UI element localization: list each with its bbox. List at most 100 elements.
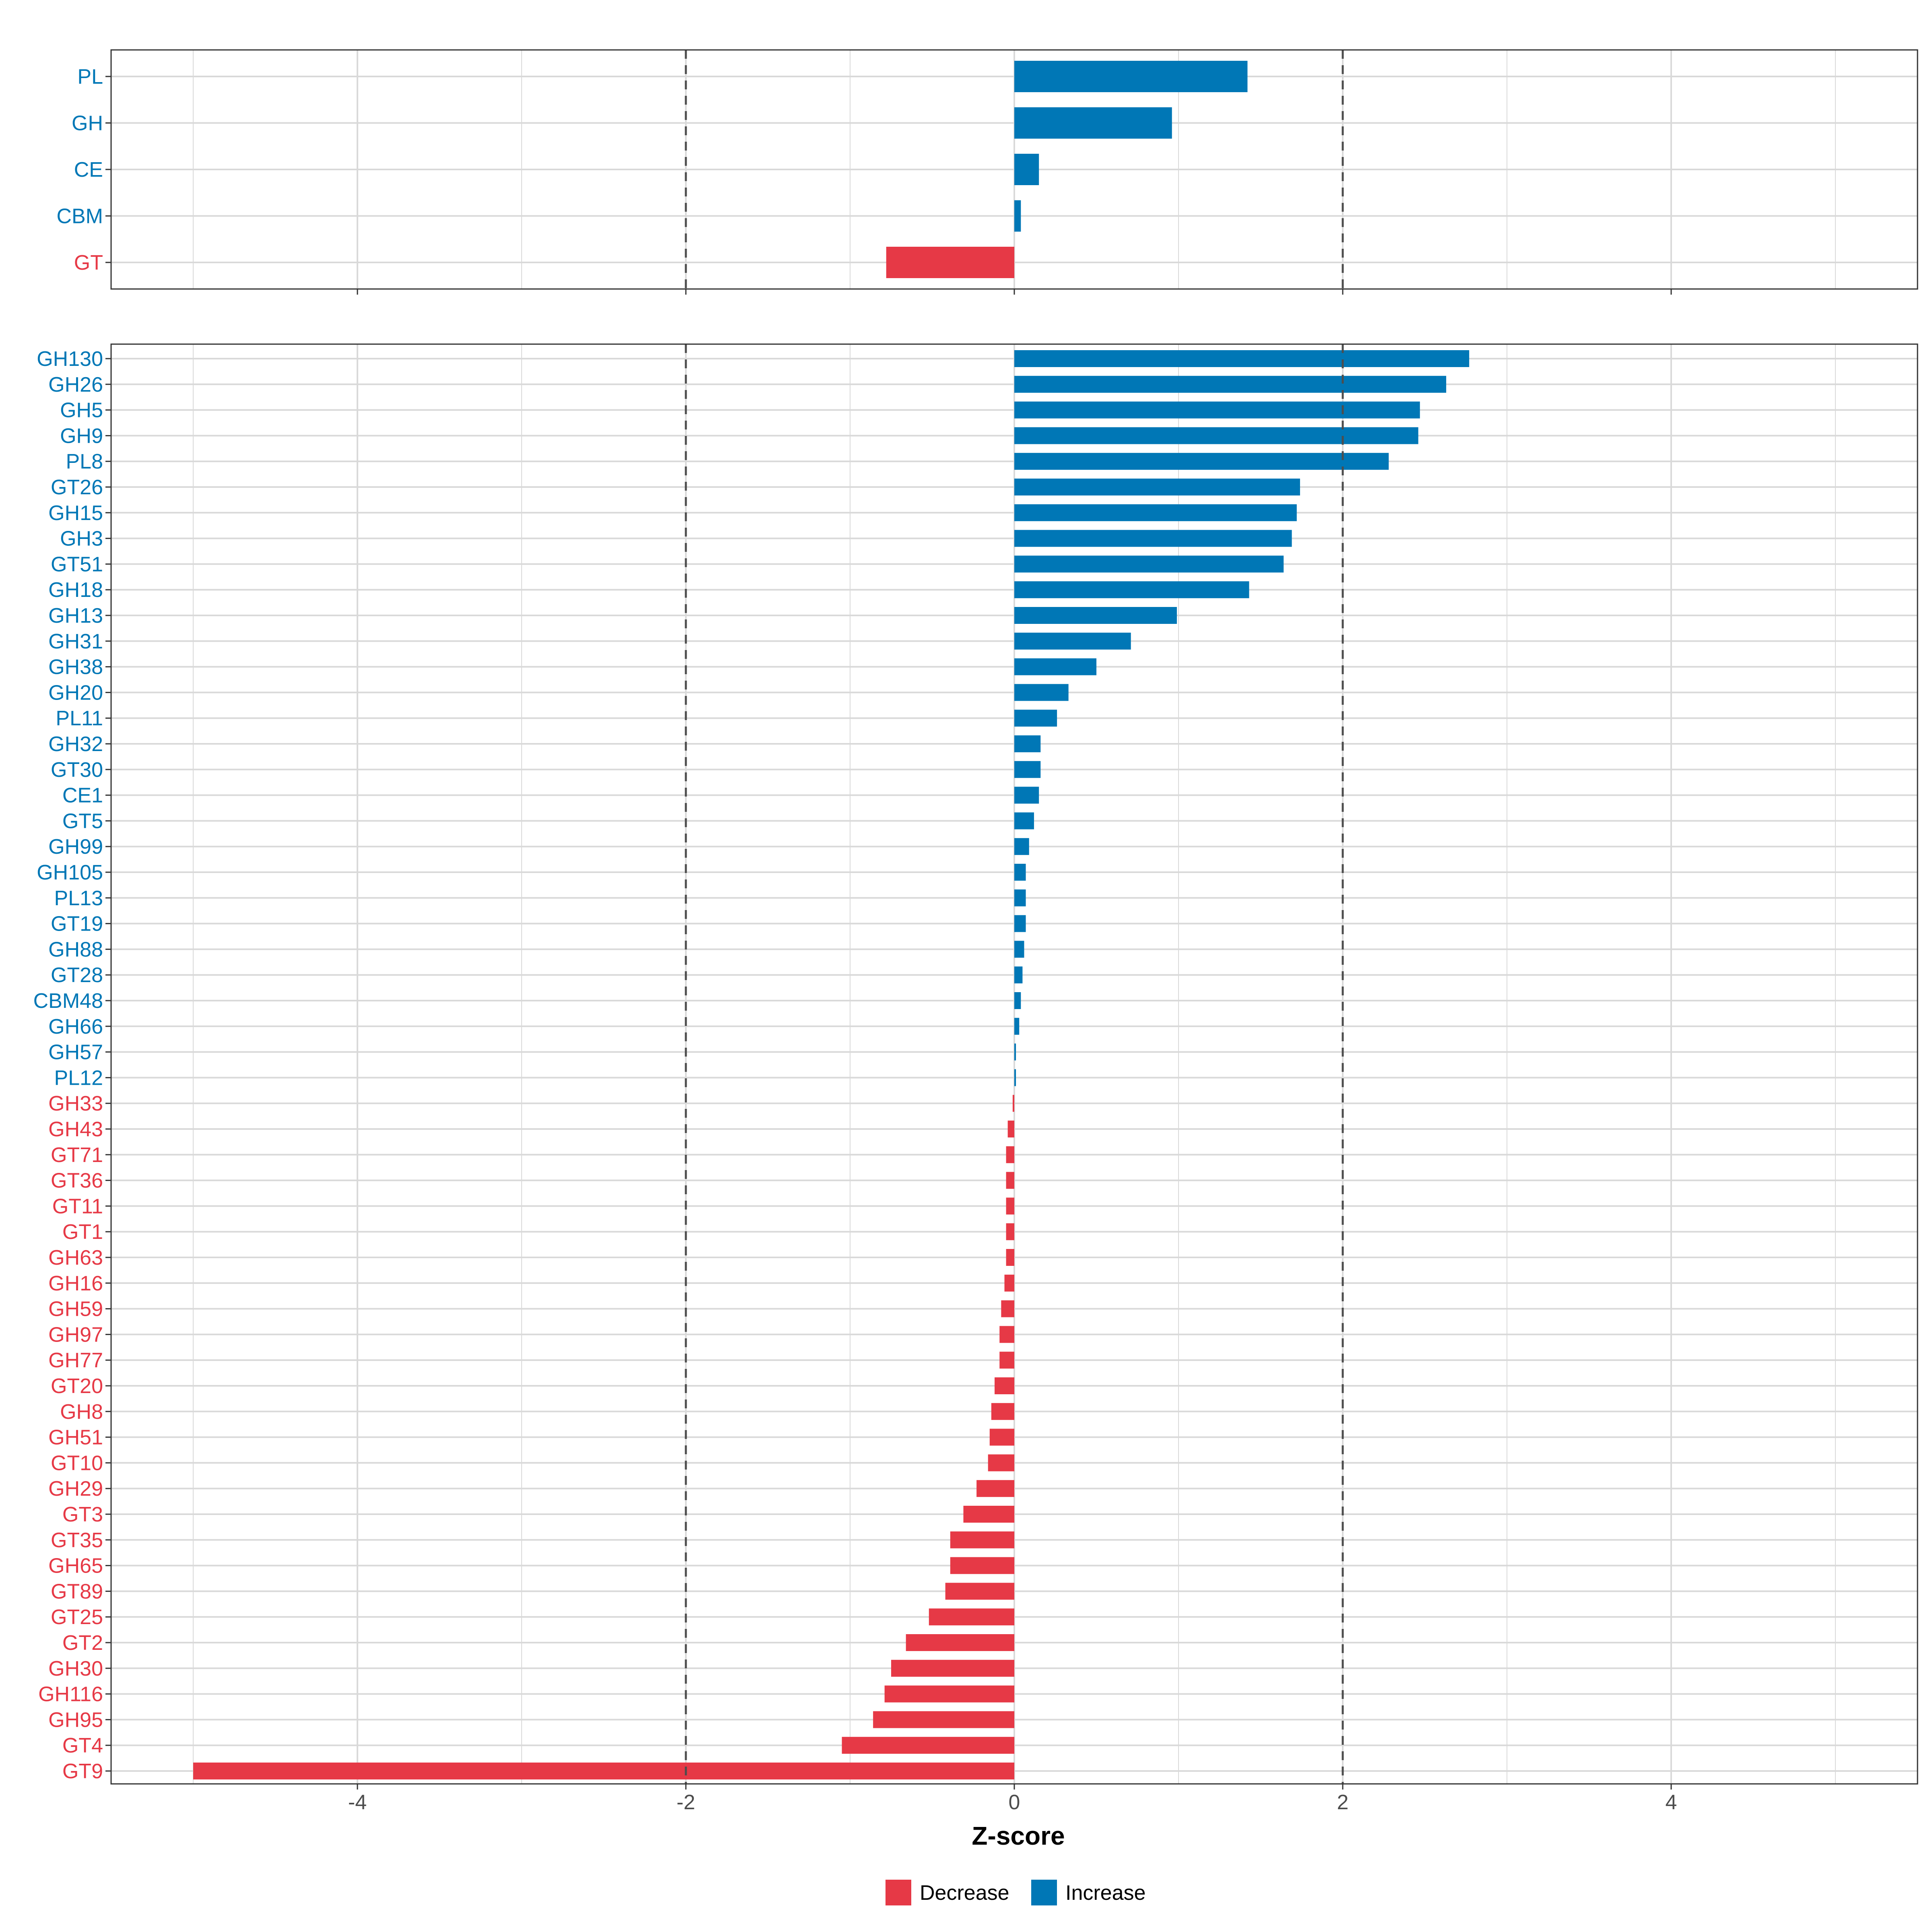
bar-gt71 (1006, 1146, 1014, 1163)
bar-ce1 (1014, 786, 1039, 804)
y-label-gh116: GH116 (38, 1683, 103, 1706)
bar-gh9 (1014, 427, 1418, 444)
y-label-pl8: PL8 (66, 450, 103, 473)
y-label-gh38: GH38 (48, 656, 103, 679)
bar-gh63 (1006, 1249, 1014, 1266)
bar-gh31 (1014, 632, 1131, 650)
bar-gh16 (1004, 1274, 1014, 1292)
y-label-gh43: GH43 (48, 1118, 103, 1141)
bar-gt1 (1006, 1223, 1014, 1241)
bar-cbm (1014, 200, 1021, 232)
bar-gt2 (906, 1634, 1014, 1651)
bar-ce (1014, 154, 1039, 185)
x-tick-label: 0 (1009, 1791, 1020, 1814)
y-label-gh97: GH97 (48, 1323, 103, 1346)
y-label-gt36: GT36 (51, 1169, 103, 1193)
bar-gh3 (1014, 530, 1292, 547)
bar-gt11 (1006, 1197, 1014, 1215)
bar-gt89 (945, 1583, 1014, 1600)
legend-label-decrease: Decrease (920, 1881, 1009, 1905)
y-label-gt71: GT71 (51, 1144, 103, 1167)
y-label-pl12: PL12 (54, 1066, 103, 1090)
bar-gh95 (873, 1711, 1014, 1728)
bar-gh8 (991, 1403, 1014, 1420)
legend: Decrease Increase (886, 1880, 1146, 1905)
y-label-pl: PL (77, 65, 103, 89)
bar-gt26 (1014, 479, 1300, 495)
y-label-gh20: GH20 (48, 681, 103, 704)
bar-gt51 (1014, 555, 1284, 573)
y-label-gh130: GH130 (37, 347, 103, 371)
y-label-gt35: GT35 (51, 1529, 103, 1552)
class-panel: PL GH CE CBM GT (56, 49, 1918, 295)
y-label-gt28: GT28 (51, 964, 103, 987)
bar-gh77 (999, 1352, 1014, 1369)
y-label-gt30: GT30 (51, 758, 103, 782)
bar-gh99 (1014, 838, 1029, 855)
y-label-gh16: GH16 (48, 1272, 103, 1295)
y-label-gh8: GH8 (60, 1400, 103, 1424)
bar-gt30 (1014, 761, 1041, 778)
y-label-gh5: GH5 (60, 399, 103, 422)
y-label-gh63: GH63 (48, 1246, 103, 1269)
y-label-gh51: GH51 (48, 1426, 103, 1449)
y-label-ce: CE (74, 158, 103, 182)
bar-gt19 (1014, 915, 1026, 932)
bar-gt28 (1014, 966, 1023, 984)
bar-pl8 (1014, 453, 1389, 470)
y-label-gh33: GH33 (48, 1092, 103, 1115)
y-label-gh29: GH29 (48, 1477, 103, 1501)
legend-key-increase (1031, 1880, 1057, 1905)
y-label-gt19: GT19 (51, 912, 103, 936)
y-label-gt10: GT10 (51, 1451, 103, 1475)
bar-pl12 (1014, 1069, 1016, 1086)
y-label-gt25: GT25 (51, 1606, 103, 1629)
y-label-ce1: CE1 (62, 784, 103, 807)
bar-gh (1014, 107, 1172, 139)
bar-gh32 (1014, 735, 1041, 752)
bar-gh66 (1014, 1018, 1020, 1035)
y-label-pl11: PL11 (56, 707, 103, 730)
y-label-gt26: GT26 (51, 476, 103, 499)
bar-gt35 (950, 1531, 1014, 1548)
bar-gh13 (1014, 607, 1177, 624)
bar-gh26 (1014, 376, 1447, 393)
bar-gt5 (1014, 812, 1034, 830)
y-label-gt9: GT9 (62, 1760, 103, 1783)
y-label-gh3: GH3 (60, 527, 103, 551)
bar-gh30 (891, 1660, 1014, 1677)
bar-gh65 (950, 1557, 1014, 1574)
bar-gh97 (999, 1326, 1014, 1343)
bar-gh33 (1012, 1095, 1014, 1112)
y-label-gh9: GH9 (60, 424, 103, 448)
x-axis: -4 -2 0 2 4 (348, 1791, 1677, 1814)
y-label-gt5: GT5 (62, 809, 103, 833)
bar-gt (886, 247, 1014, 278)
y-label-gt3: GT3 (62, 1503, 103, 1526)
y-label-gt89: GT89 (51, 1580, 103, 1603)
x-tick-label: -4 (348, 1791, 367, 1814)
bar-gt25 (929, 1608, 1014, 1626)
bar-gh43 (1007, 1121, 1014, 1137)
bar-gh5 (1014, 401, 1420, 419)
y-label-gt20: GT20 (51, 1375, 103, 1398)
y-label-cbm48: CBM48 (33, 989, 103, 1013)
bar-gh88 (1014, 941, 1024, 958)
legend-label-increase: Increase (1065, 1881, 1146, 1905)
x-tick-label: 4 (1666, 1791, 1677, 1814)
y-label-cbm: CBM (56, 205, 103, 228)
bar-gt3 (963, 1506, 1014, 1523)
y-label-gh15: GH15 (48, 502, 103, 525)
bar-gt4 (842, 1737, 1014, 1754)
bar-gh105 (1014, 864, 1026, 881)
bar-pl11 (1014, 710, 1057, 727)
y-label-gh59: GH59 (48, 1298, 103, 1321)
y-label-gh32: GH32 (48, 733, 103, 756)
bar-gh57 (1014, 1043, 1016, 1061)
y-label-gt51: GT51 (51, 553, 103, 576)
bar-cbm48 (1014, 992, 1021, 1009)
y-label-gt4: GT4 (62, 1734, 103, 1757)
bar-gh20 (1014, 684, 1069, 701)
bar-gt20 (995, 1377, 1014, 1394)
